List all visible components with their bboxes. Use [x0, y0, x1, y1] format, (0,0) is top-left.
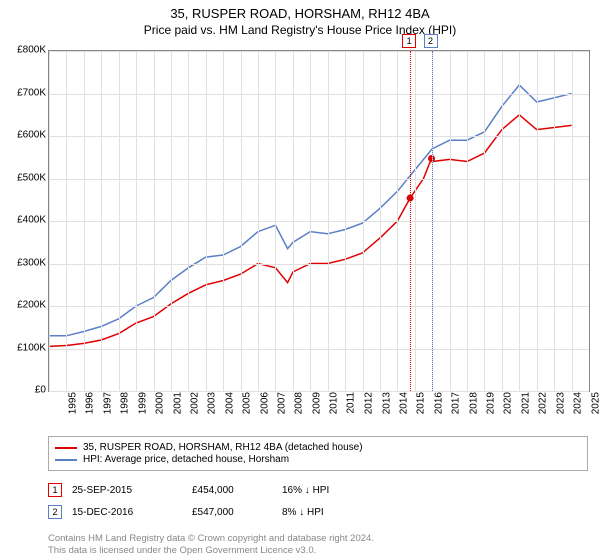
- y-tick-label: £500K: [2, 172, 46, 183]
- title-block: 35, RUSPER ROAD, HORSHAM, RH12 4BA Price…: [0, 0, 600, 37]
- x-tick-label: 2023: [555, 392, 566, 414]
- credit-line-1: Contains HM Land Registry data © Crown c…: [48, 533, 374, 545]
- sale-row: 1 25-SEP-2015 £454,000 16% ↓ HPI: [48, 483, 372, 497]
- x-tick-label: 2012: [363, 392, 374, 414]
- x-tick-label: 1995: [67, 392, 78, 414]
- sale-row: 2 15-DEC-2016 £547,000 8% ↓ HPI: [48, 505, 372, 519]
- y-tick-label: £600K: [2, 130, 46, 141]
- legend-box: 35, RUSPER ROAD, HORSHAM, RH12 4BA (deta…: [48, 436, 588, 471]
- x-tick-label: 2000: [154, 392, 165, 414]
- x-tick-label: 2016: [433, 392, 444, 414]
- x-tick-label: 2001: [172, 392, 183, 414]
- credit-line-2: This data is licensed under the Open Gov…: [48, 545, 374, 557]
- sale-row-marker: 1: [48, 483, 62, 497]
- sale-row-marker: 2: [48, 505, 62, 519]
- y-tick-label: £200K: [2, 300, 46, 311]
- x-tick-label: 2011: [345, 392, 356, 414]
- y-tick-label: £400K: [2, 215, 46, 226]
- sale-date: 25-SEP-2015: [72, 485, 182, 496]
- x-tick-label: 1997: [102, 392, 113, 414]
- y-tick-label: £0: [2, 385, 46, 396]
- title-sub: Price paid vs. HM Land Registry's House …: [0, 23, 600, 37]
- x-tick-label: 2020: [503, 392, 514, 414]
- x-tick-label: 2006: [259, 392, 270, 414]
- x-tick-label: 2022: [538, 392, 549, 414]
- chart-area: [48, 50, 590, 392]
- x-tick-label: 2010: [329, 392, 340, 414]
- x-tick-label: 2002: [189, 392, 200, 414]
- title-main: 35, RUSPER ROAD, HORSHAM, RH12 4BA: [0, 6, 600, 21]
- sale-diff: 8% ↓ HPI: [282, 507, 372, 518]
- y-tick-label: £300K: [2, 257, 46, 268]
- x-tick-label: 2015: [416, 392, 427, 414]
- x-tick-label: 2008: [294, 392, 305, 414]
- legend-swatch: [55, 459, 77, 461]
- x-tick-label: 1999: [137, 392, 148, 414]
- chart-marker-box: 1: [402, 34, 416, 48]
- sale-price: £454,000: [192, 485, 272, 496]
- x-tick-label: 2018: [468, 392, 479, 414]
- x-tick-label: 2013: [381, 392, 392, 414]
- legend-entry: HPI: Average price, detached house, Hors…: [55, 454, 581, 465]
- y-tick-label: £100K: [2, 342, 46, 353]
- x-tick-label: 2003: [207, 392, 218, 414]
- sale-date: 15-DEC-2016: [72, 507, 182, 518]
- sale-price: £547,000: [192, 507, 272, 518]
- x-tick-label: 2004: [224, 392, 235, 414]
- x-tick-label: 1996: [85, 392, 96, 414]
- y-tick-label: £700K: [2, 87, 46, 98]
- chart-marker-box: 2: [424, 34, 438, 48]
- x-tick-label: 2005: [241, 392, 252, 414]
- x-tick-label: 2019: [485, 392, 496, 414]
- y-tick-label: £800K: [2, 45, 46, 56]
- legend-label: HPI: Average price, detached house, Hors…: [83, 454, 289, 465]
- chart-container: 35, RUSPER ROAD, HORSHAM, RH12 4BA Price…: [0, 0, 600, 560]
- x-tick-label: 2017: [450, 392, 461, 414]
- x-tick-label: 2007: [276, 392, 287, 414]
- legend-label: 35, RUSPER ROAD, HORSHAM, RH12 4BA (deta…: [83, 442, 363, 453]
- x-tick-label: 2014: [398, 392, 409, 414]
- x-tick-label: 2009: [311, 392, 322, 414]
- x-tick-label: 2021: [520, 392, 531, 414]
- x-tick-label: 2024: [572, 392, 583, 414]
- x-tick-label: 1998: [120, 392, 131, 414]
- legend-swatch: [55, 447, 77, 449]
- legend-entry: 35, RUSPER ROAD, HORSHAM, RH12 4BA (deta…: [55, 442, 581, 453]
- x-tick-label: 2025: [590, 392, 600, 414]
- credit-text: Contains HM Land Registry data © Crown c…: [48, 533, 374, 558]
- sale-diff: 16% ↓ HPI: [282, 485, 372, 496]
